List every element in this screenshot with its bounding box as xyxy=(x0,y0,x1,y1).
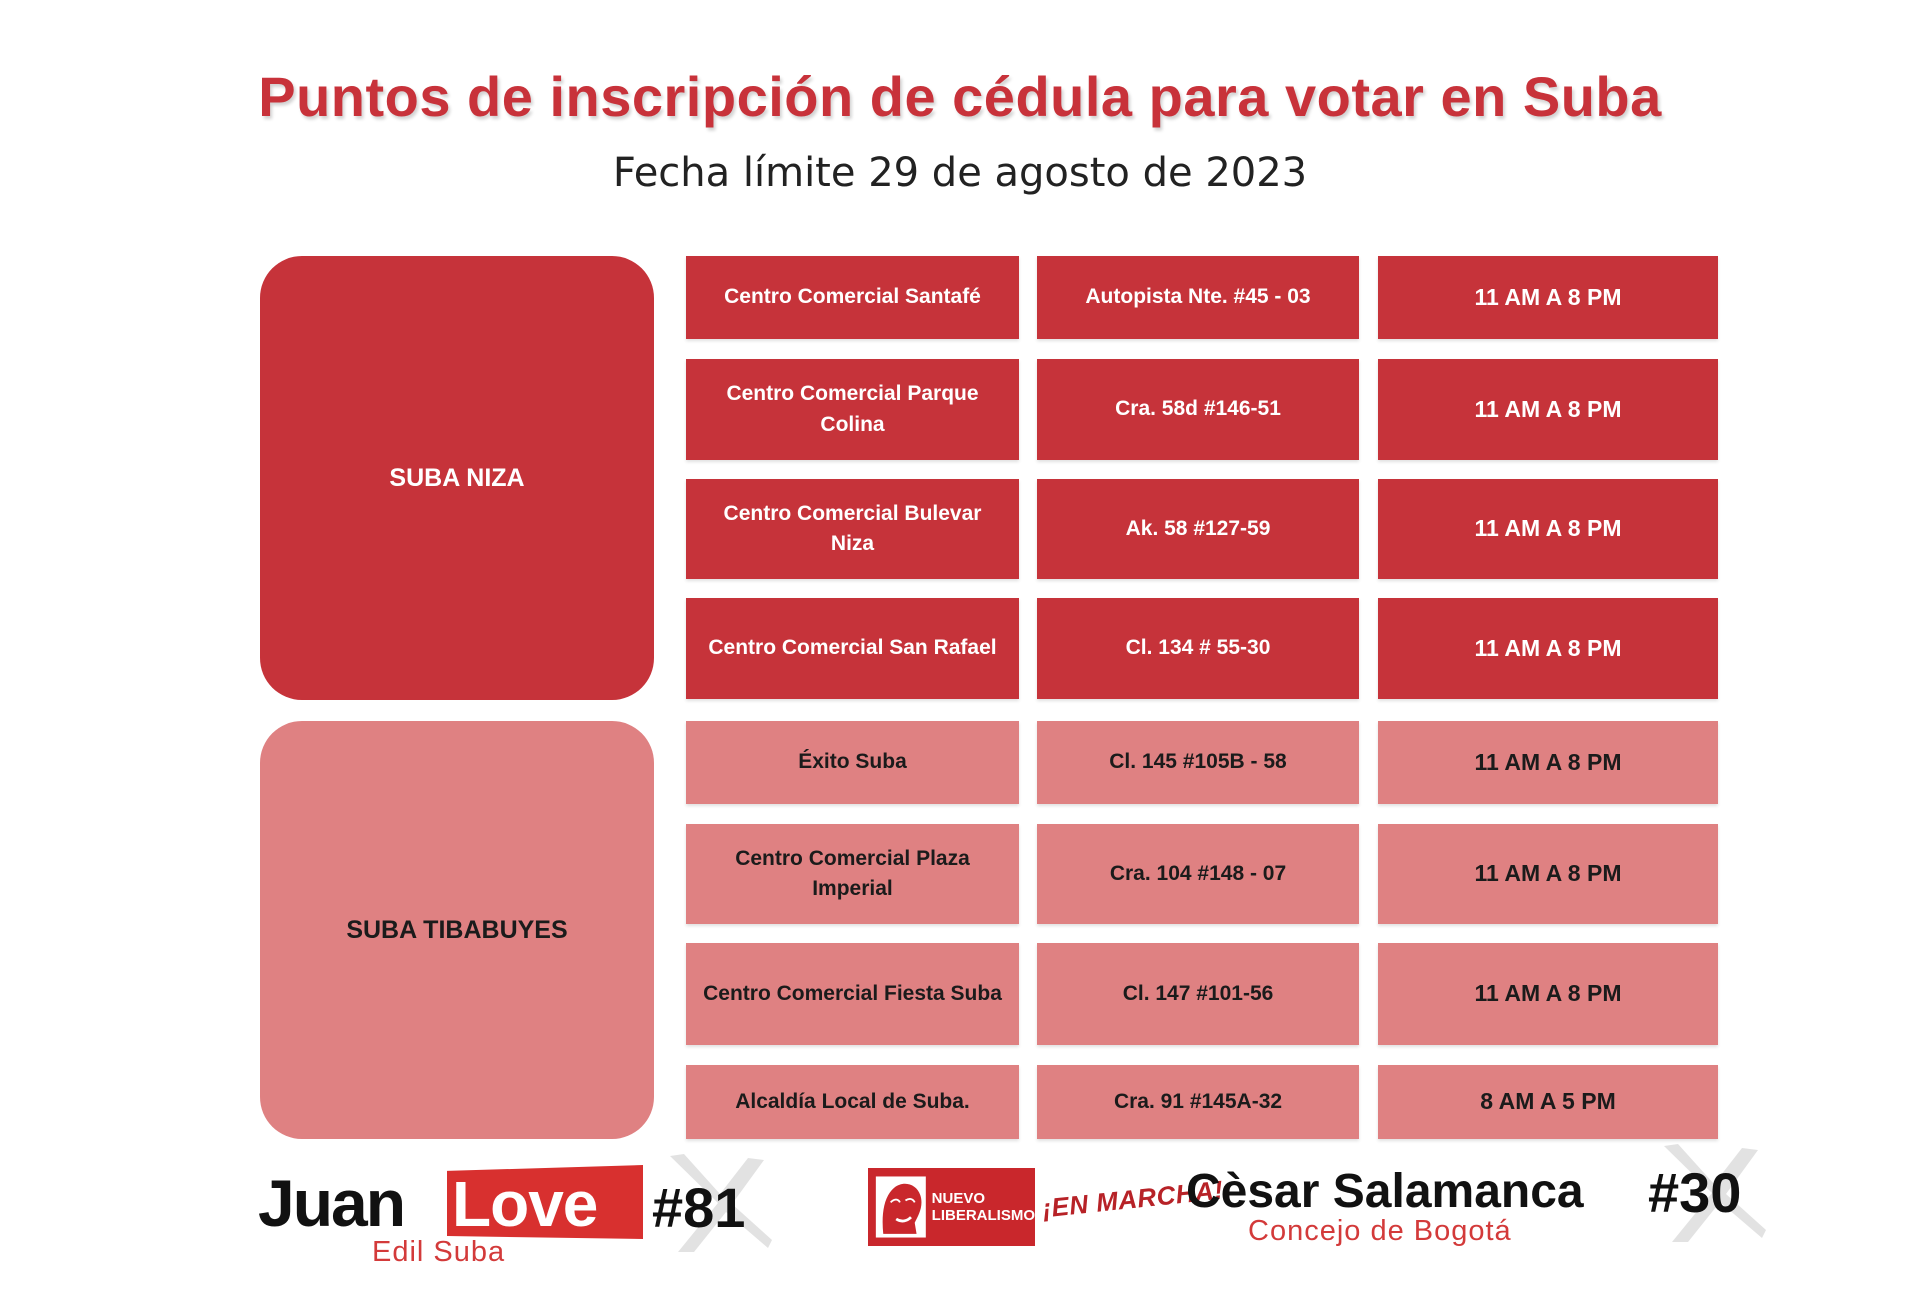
point-address: Cl. 134 # 55-30 xyxy=(1037,598,1359,699)
party-name-line1: NUEVO xyxy=(931,1189,985,1207)
point-hours: 11 AM A 8 PM xyxy=(1378,943,1718,1045)
point-hours: 11 AM A 8 PM xyxy=(1378,479,1718,579)
point-name: Centro Comercial Plaza Imperial xyxy=(686,824,1019,924)
point-address: Cl. 145 #105B - 58 xyxy=(1037,721,1359,804)
page-title: Puntos de inscripción de cédula para vot… xyxy=(258,65,1662,128)
point-address: Autopista Nte. #45 - 03 xyxy=(1037,256,1359,339)
point-name: Alcaldía Local de Suba. xyxy=(686,1065,1019,1139)
candidate2-role: Concejo de Bogotá xyxy=(1248,1215,1512,1247)
candidate1-last-name: Love xyxy=(452,1168,598,1240)
point-name: Centro Comercial Fiesta Suba xyxy=(686,943,1019,1045)
point-name: Centro Comercial Santafé xyxy=(686,256,1019,339)
candidate2-number: #30 xyxy=(1648,1161,1742,1224)
point-hours: 11 AM A 8 PM xyxy=(1378,721,1718,804)
zone-suba-niza: SUBA NIZA xyxy=(260,256,654,700)
point-hours: 11 AM A 8 PM xyxy=(1378,359,1718,460)
vote-x-icon xyxy=(1664,1144,1766,1242)
point-name: Centro Comercial San Rafael xyxy=(686,598,1019,699)
candidate1-role: Edil Suba xyxy=(372,1236,506,1268)
party-name-line2: LIBERALISMO xyxy=(931,1207,1035,1224)
deadline-subtitle: Fecha límite 29 de agosto de 2023 xyxy=(612,150,1308,196)
point-address: Ak. 58 #127-59 xyxy=(1037,479,1359,579)
candidate1-name-banner xyxy=(447,1165,643,1239)
party-name: NUEVO LIBERALISMO xyxy=(932,1190,1035,1225)
point-name: Centro Comercial Bulevar Niza xyxy=(686,479,1019,579)
party-face-icon xyxy=(875,1176,926,1238)
candidate2-name: Cèsar Salamanca xyxy=(1186,1165,1584,1218)
candidate1-number: #81 xyxy=(652,1176,746,1239)
point-hours: 8 AM A 5 PM xyxy=(1378,1065,1718,1139)
point-address: Cra. 91 #145A-32 xyxy=(1037,1065,1359,1139)
point-hours: 11 AM A 8 PM xyxy=(1378,256,1718,339)
zone-suba-tibabuyes: SUBA TIBABUYES xyxy=(260,721,654,1139)
point-address: Cra. 104 #148 - 07 xyxy=(1037,824,1359,924)
point-hours: 11 AM A 8 PM xyxy=(1378,598,1718,699)
point-address: Cl. 147 #101-56 xyxy=(1037,943,1359,1045)
point-hours: 11 AM A 8 PM xyxy=(1378,824,1718,924)
candidate1-first-name: Juan xyxy=(258,1166,406,1240)
point-address: Cra. 58d #146-51 xyxy=(1037,359,1359,460)
vote-x-icon xyxy=(670,1154,772,1252)
party-logo: NUEVO LIBERALISMO xyxy=(868,1168,1035,1246)
point-name: Éxito Suba xyxy=(686,721,1019,804)
point-name: Centro Comercial Parque Colina xyxy=(686,359,1019,460)
